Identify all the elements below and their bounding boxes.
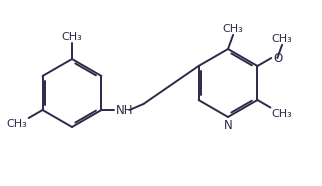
Text: CH₃: CH₃: [223, 24, 243, 34]
Text: O: O: [273, 52, 282, 65]
Text: NH: NH: [116, 103, 133, 116]
Text: CH₃: CH₃: [6, 119, 27, 129]
Text: CH₃: CH₃: [62, 32, 82, 42]
Text: CH₃: CH₃: [271, 108, 292, 118]
Text: N: N: [223, 119, 232, 132]
Text: CH₃: CH₃: [272, 34, 292, 44]
